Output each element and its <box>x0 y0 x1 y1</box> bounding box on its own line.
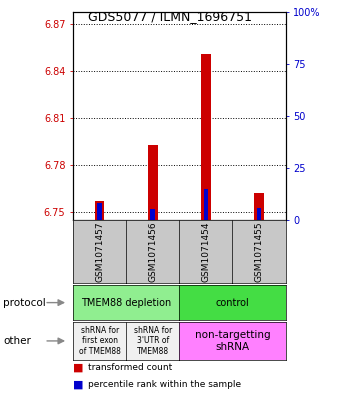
Text: non-targetting
shRNA: non-targetting shRNA <box>195 330 270 352</box>
Text: percentile rank within the sample: percentile rank within the sample <box>88 380 241 389</box>
Text: shRNA for
first exon
of TMEM88: shRNA for first exon of TMEM88 <box>79 326 121 356</box>
Text: transformed count: transformed count <box>88 363 173 372</box>
Bar <box>257 208 261 220</box>
Text: GSM1071457: GSM1071457 <box>95 221 104 282</box>
Bar <box>201 54 211 220</box>
Text: TMEM88 depletion: TMEM88 depletion <box>81 298 171 308</box>
Bar <box>95 201 104 220</box>
Text: ■: ■ <box>73 379 84 389</box>
Text: ■: ■ <box>73 362 84 373</box>
Bar <box>97 203 102 220</box>
Text: control: control <box>216 298 249 308</box>
Text: protocol: protocol <box>3 298 46 308</box>
Bar <box>254 193 264 220</box>
Text: GDS5077 / ILMN_1696751: GDS5077 / ILMN_1696751 <box>88 10 252 23</box>
Bar <box>204 189 208 220</box>
Bar <box>148 145 157 220</box>
Text: GSM1071455: GSM1071455 <box>255 221 264 282</box>
Text: GSM1071456: GSM1071456 <box>148 221 157 282</box>
Bar <box>150 209 155 220</box>
Text: GSM1071454: GSM1071454 <box>201 221 210 282</box>
Text: shRNA for
3'UTR of
TMEM88: shRNA for 3'UTR of TMEM88 <box>134 326 172 356</box>
Text: other: other <box>3 336 31 346</box>
